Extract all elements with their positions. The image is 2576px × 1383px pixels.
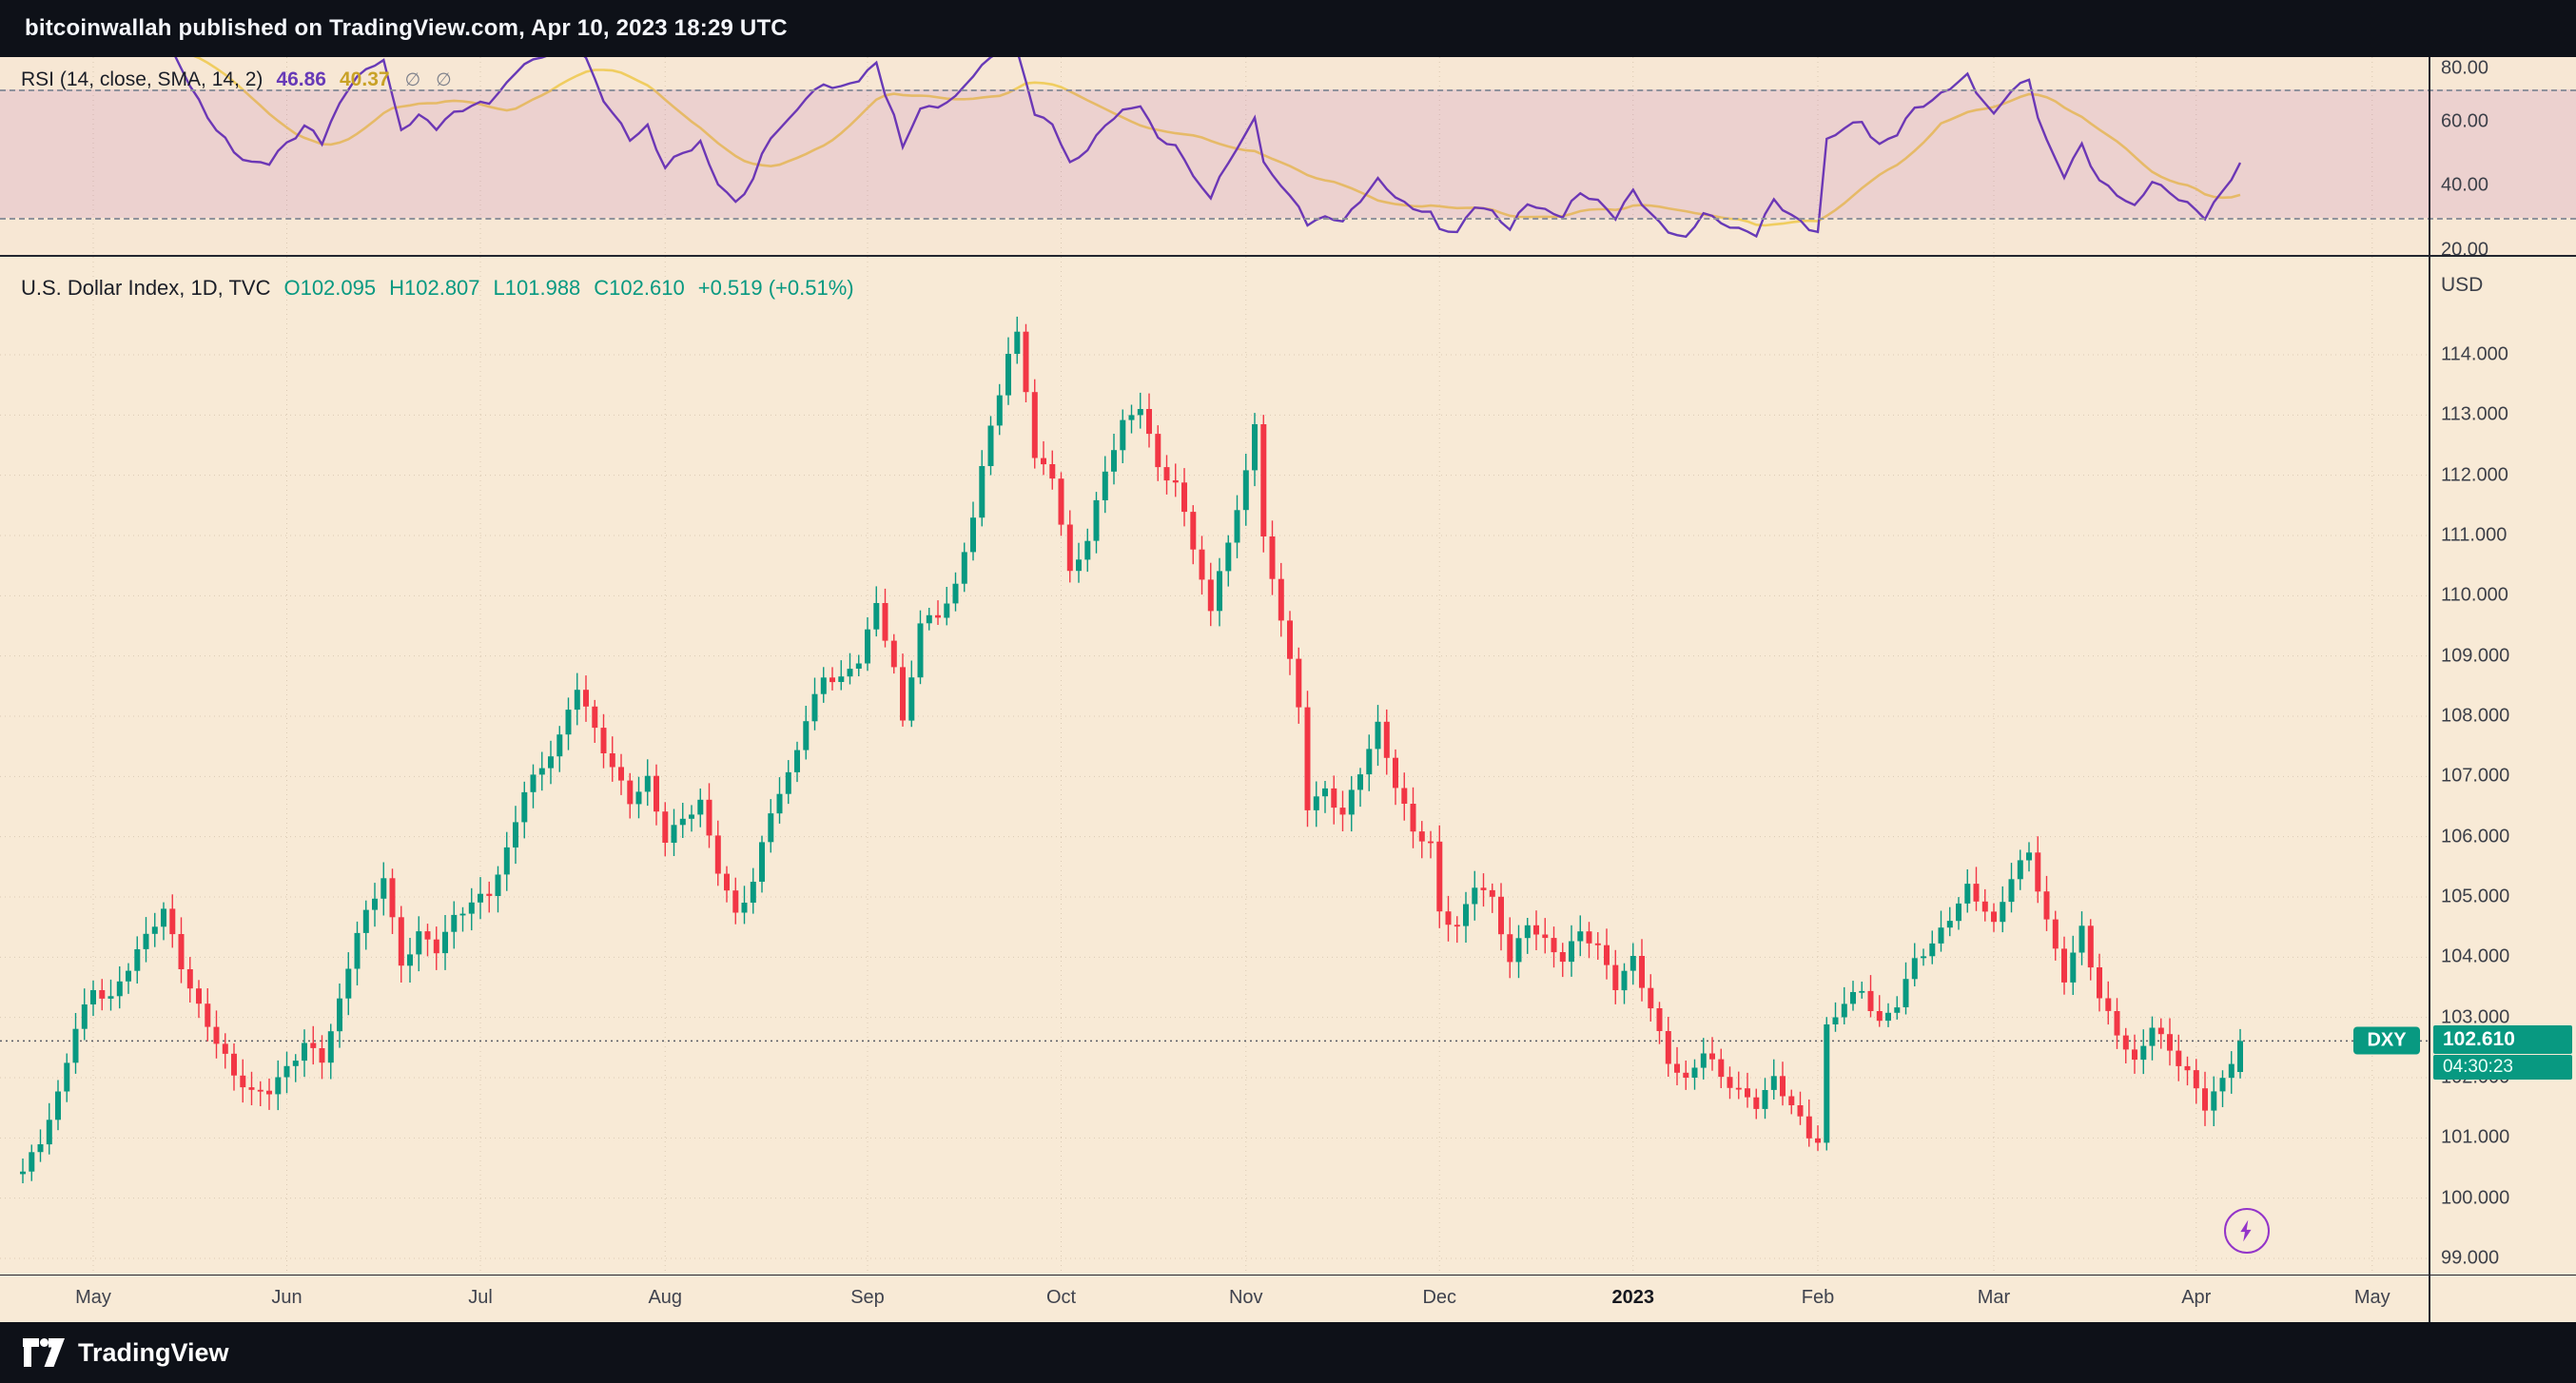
time-axis-label: Jun — [271, 1287, 302, 1308]
tradingview-logo-icon[interactable] — [23, 1338, 65, 1367]
price-axis-label: 113.000 — [2441, 403, 2508, 425]
rsi-pane[interactable]: RSI (14, close, SMA, 14, 2) 46.86 40.37 … — [0, 57, 2576, 255]
rsi-ma-value: 40.37 — [340, 68, 390, 90]
time-axis-label: Apr — [2181, 1287, 2212, 1308]
bar-countdown-badge: 04:30:23 — [2433, 1055, 2572, 1081]
price-axis-label: 112.000 — [2441, 464, 2508, 486]
price-axis-label: 107.000 — [2441, 765, 2510, 787]
ohlc-low: L101.988 — [493, 276, 581, 300]
rsi-band — [0, 88, 2576, 219]
rsi-axis-label: 20.00 — [2441, 239, 2489, 255]
axis-currency-label: USD — [2441, 274, 2484, 296]
price-axis-label: 100.000 — [2441, 1187, 2510, 1209]
rsi-legend-title: RSI (14, close, SMA, 14, 2) — [21, 68, 263, 90]
rsi-plot[interactable] — [0, 57, 2429, 255]
rsi-upper-band-line — [0, 88, 2576, 91]
time-axis-label: Jul — [468, 1287, 493, 1308]
chart-region: RSI (14, close, SMA, 14, 2) 46.86 40.37 … — [0, 57, 2576, 1322]
ohlc-close: C102.610 — [594, 276, 685, 300]
footer-brand[interactable]: TradingView — [78, 1337, 229, 1367]
flash-ideas-button[interactable] — [2224, 1208, 2270, 1254]
price-axis-label: 105.000 — [2441, 886, 2510, 907]
price-axis-label: 106.000 — [2441, 826, 2510, 847]
rsi-legend: RSI (14, close, SMA, 14, 2) 46.86 40.37 … — [21, 68, 452, 91]
price-axis-border — [2429, 57, 2430, 1322]
last-price-badge: 102.610 — [2433, 1025, 2572, 1055]
rsi-axis-label: 40.00 — [2441, 174, 2489, 196]
last-price-symbol-badge: DXY — [2353, 1026, 2420, 1055]
pane-divider[interactable] — [0, 255, 2576, 257]
publish-bar-text: bitcoinwallah published on TradingView.c… — [25, 15, 788, 41]
last-price-badges: 102.610 04:30:23 — [2433, 1025, 2572, 1081]
ohlc-open: O102.095 — [283, 276, 377, 300]
price-axis-label: 111.000 — [2441, 524, 2508, 546]
time-axis[interactable]: May Jun Jul Aug Sep Oct Nov Dec 2023 Feb Mar Apr May — [0, 1275, 2576, 1322]
main-pane[interactable]: U.S. Dollar Index, 1D, TVC O102.095 H102… — [0, 257, 2576, 1275]
price-axis-label: 108.000 — [2441, 705, 2510, 727]
hide-indicator-icon[interactable]: ∅ — [404, 69, 421, 90]
symbol-title: U.S. Dollar Index, 1D, TVC — [21, 276, 271, 300]
price-axis-label: 103.000 — [2441, 1006, 2510, 1028]
rsi-value: 46.86 — [276, 68, 326, 90]
price-axis-label: 99.000 — [2441, 1247, 2500, 1269]
time-axis-label: Mar — [1977, 1287, 2011, 1308]
symbol-legend: U.S. Dollar Index, 1D, TVC O102.095 H102… — [21, 276, 854, 301]
time-axis-label: May — [75, 1287, 111, 1308]
rsi-lower-band-line — [0, 218, 2576, 221]
lightning-icon — [2240, 1219, 2252, 1242]
time-axis-label: Sep — [850, 1287, 885, 1308]
ohlc-high: H102.807 — [389, 276, 480, 300]
time-axis-label: May — [2353, 1287, 2391, 1308]
price-axis-label: 101.000 — [2441, 1126, 2510, 1148]
footer-bar: TradingView — [0, 1322, 2576, 1383]
rsi-axis-label: 60.00 — [2441, 110, 2489, 132]
rsi-axis-label: 80.00 — [2441, 57, 2489, 79]
publish-bar: bitcoinwallah published on TradingView.c… — [0, 0, 2576, 57]
price-axis-label: 109.000 — [2441, 645, 2510, 667]
time-axis-label: Oct — [1045, 1287, 1077, 1308]
time-axis-label: Dec — [1422, 1287, 1457, 1308]
time-axis-year-label: 2023 — [1611, 1287, 1655, 1308]
price-axis-label: 114.000 — [2441, 343, 2508, 365]
price-axis-label: 104.000 — [2441, 945, 2510, 967]
time-axis-label: Feb — [1801, 1287, 1835, 1308]
time-axis-label: Nov — [1228, 1287, 1263, 1308]
time-axis-label: Aug — [648, 1287, 683, 1308]
ohlc-change: +0.519 (+0.51%) — [697, 276, 854, 300]
candlestick-plot[interactable] — [0, 257, 2429, 1275]
hide-indicator-icon[interactable]: ∅ — [436, 69, 452, 90]
price-axis-label: 110.000 — [2441, 584, 2508, 606]
